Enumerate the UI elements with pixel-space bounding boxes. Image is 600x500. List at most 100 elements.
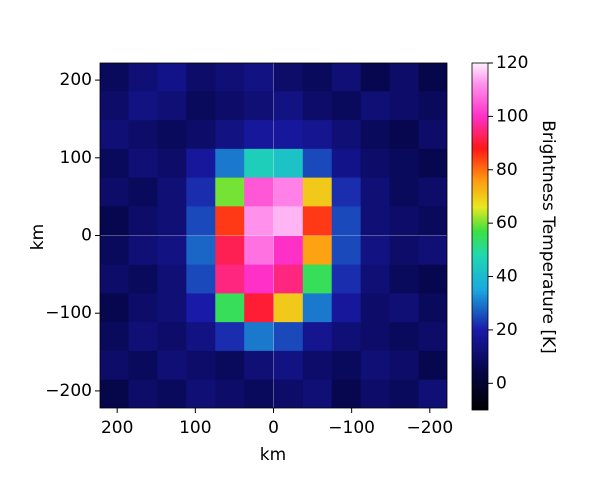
heat-cell bbox=[418, 235, 447, 266]
heat-cell bbox=[100, 350, 130, 381]
heat-cell bbox=[100, 293, 130, 323]
heat-cell bbox=[360, 91, 391, 121]
heat-cell bbox=[186, 379, 216, 408]
heat-cell bbox=[157, 264, 187, 294]
heat-cell bbox=[244, 235, 274, 266]
heat-cell bbox=[360, 379, 391, 408]
heat-cell bbox=[331, 63, 362, 92]
heat-cell bbox=[128, 148, 158, 179]
heat-cell bbox=[186, 235, 216, 266]
heat-cell bbox=[331, 148, 362, 179]
heat-cell bbox=[215, 148, 245, 179]
y-tick-label: 100 bbox=[60, 148, 92, 168]
heat-cell bbox=[418, 293, 447, 323]
heat-cell bbox=[244, 379, 274, 408]
y-tick-label: −100 bbox=[45, 303, 92, 323]
heat-cell bbox=[215, 264, 245, 294]
heat-cell bbox=[215, 379, 245, 408]
heat-cell bbox=[273, 177, 304, 207]
heat-cell bbox=[418, 206, 447, 236]
heat-cell bbox=[244, 322, 274, 352]
heat-cell bbox=[302, 91, 333, 121]
heat-cell bbox=[302, 293, 333, 323]
heat-cell bbox=[186, 264, 216, 294]
heat-cell bbox=[100, 63, 130, 92]
colorbar-tick-label: 100 bbox=[496, 106, 528, 126]
heat-cell bbox=[128, 293, 158, 323]
heat-cell bbox=[186, 350, 216, 381]
heat-cell bbox=[100, 148, 130, 179]
heat-cell bbox=[389, 120, 419, 150]
heat-cell bbox=[389, 322, 419, 352]
heat-cell bbox=[215, 63, 245, 92]
heat-cell bbox=[215, 120, 245, 150]
colorbar-tick-label: 80 bbox=[496, 160, 518, 180]
heat-cell bbox=[157, 350, 187, 381]
heat-cell bbox=[360, 293, 391, 323]
heat-cell bbox=[302, 379, 333, 408]
heat-cell bbox=[418, 350, 447, 381]
heat-cell bbox=[273, 63, 304, 92]
heat-cell bbox=[100, 120, 130, 150]
heat-cell bbox=[418, 91, 447, 121]
heat-cell bbox=[418, 322, 447, 352]
heat-cell bbox=[215, 206, 245, 236]
heat-cell bbox=[360, 322, 391, 352]
heat-cell bbox=[215, 322, 245, 352]
x-tick-label: 100 bbox=[179, 418, 211, 438]
colorbar-tick-label: 120 bbox=[496, 53, 528, 73]
heat-cell bbox=[302, 120, 333, 150]
heat-cell bbox=[331, 264, 362, 294]
heat-cell bbox=[418, 148, 447, 179]
heat-cell bbox=[360, 206, 391, 236]
heat-cell bbox=[418, 379, 447, 408]
heat-cell bbox=[215, 91, 245, 121]
heat-cell bbox=[389, 91, 419, 121]
heat-cell bbox=[215, 293, 245, 323]
heat-cell bbox=[389, 148, 419, 179]
heat-cell bbox=[360, 177, 391, 207]
heat-cell bbox=[215, 177, 245, 207]
heat-cell bbox=[331, 350, 362, 381]
heat-cell bbox=[331, 322, 362, 352]
heat-cell bbox=[100, 91, 130, 121]
x-tick-label: 200 bbox=[101, 418, 133, 438]
heat-cell bbox=[128, 63, 158, 92]
heat-cell bbox=[331, 379, 362, 408]
x-tick-label: −200 bbox=[406, 418, 453, 438]
heat-cell bbox=[157, 120, 187, 150]
heat-cell bbox=[273, 120, 304, 150]
heat-cell bbox=[215, 235, 245, 266]
heat-cell bbox=[389, 206, 419, 236]
heat-cell bbox=[360, 235, 391, 266]
heat-cell bbox=[244, 350, 274, 381]
heat-cell bbox=[244, 120, 274, 150]
heat-cell bbox=[186, 177, 216, 207]
heat-cell bbox=[302, 322, 333, 352]
heat-cell bbox=[157, 148, 187, 179]
heat-cell bbox=[302, 206, 333, 236]
x-tick-label: −100 bbox=[328, 418, 375, 438]
heat-cell bbox=[128, 350, 158, 381]
heat-cell bbox=[128, 379, 158, 408]
plot-frame bbox=[99, 62, 448, 409]
heat-cell bbox=[418, 264, 447, 294]
heat-cell bbox=[302, 350, 333, 381]
heat-cell bbox=[244, 148, 274, 179]
heat-cell bbox=[128, 235, 158, 266]
heat-cell bbox=[100, 264, 130, 294]
heat-cell bbox=[273, 148, 304, 179]
y-axis-label: km bbox=[28, 224, 48, 250]
heat-cell bbox=[128, 322, 158, 352]
heat-cell bbox=[273, 264, 304, 294]
heat-cell bbox=[100, 177, 130, 207]
heat-cell bbox=[128, 120, 158, 150]
heat-cell bbox=[100, 235, 130, 266]
colorbar-label: Brightness Temperature [K] bbox=[538, 120, 558, 353]
colorbar-tick-label: 40 bbox=[496, 267, 518, 287]
heat-cell bbox=[360, 120, 391, 150]
heat-cell bbox=[100, 322, 130, 352]
heat-cell bbox=[128, 177, 158, 207]
heat-cell bbox=[244, 293, 274, 323]
